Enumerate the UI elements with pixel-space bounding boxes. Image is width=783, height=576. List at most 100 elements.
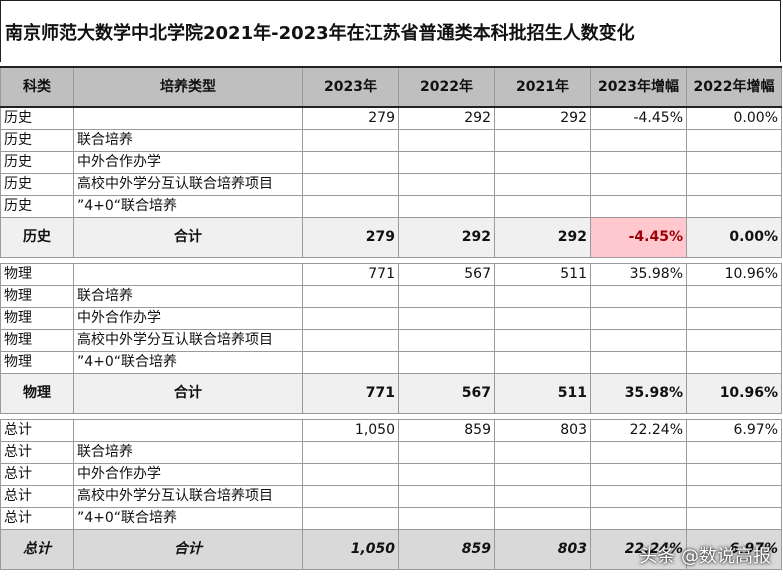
cell-y2022 — [398, 285, 495, 308]
cell-growth-2023 — [590, 329, 687, 352]
summary-row: 历史 合计 279 292 292 -4.45% 0.00% — [0, 217, 782, 258]
header-cell-2021: 2021年 — [494, 66, 591, 108]
cell-y2021 — [494, 285, 591, 308]
cell-y2021 — [494, 195, 591, 218]
cell-growth-2023 — [590, 129, 687, 152]
table-row: 总计 联合培养 — [0, 441, 782, 464]
cell-growth-2023 — [590, 507, 687, 530]
table-row: 历史 联合培养 — [0, 129, 782, 152]
summary-cell-y2023: 279 — [302, 217, 399, 258]
cell-y2022 — [398, 151, 495, 174]
cell-type — [73, 419, 303, 442]
cell-growth-2023 — [590, 195, 687, 218]
cell-y2022: 292 — [398, 106, 495, 130]
cell-growth-2022 — [686, 129, 782, 152]
cell-growth-2022 — [686, 307, 782, 330]
table-row: 总计 1,050 859 803 22.24% 6.97% — [0, 419, 782, 442]
cell-y2022 — [398, 351, 495, 374]
table-row: 总计 中外合作办学 — [0, 463, 782, 486]
cell-y2022: 567 — [398, 263, 495, 286]
cell-type: 高校中外学分互认联合培养项目 — [73, 329, 303, 352]
cell-growth-2022 — [686, 351, 782, 374]
cell-y2021 — [494, 307, 591, 330]
cell-subject: 总计 — [0, 485, 74, 508]
cell-y2023 — [302, 129, 399, 152]
cell-y2021 — [494, 329, 591, 352]
cell-type: 联合培养 — [73, 129, 303, 152]
cell-growth-2022: 10.96% — [686, 263, 782, 286]
table-row: 物理 中外合作办学 — [0, 307, 782, 330]
summary-cell-growth-2023: -4.45% — [590, 217, 687, 258]
cell-subject: 物理 — [0, 263, 74, 286]
cell-growth-2022 — [686, 441, 782, 464]
cell-y2022 — [398, 195, 495, 218]
table-row: 历史 中外合作办学 — [0, 151, 782, 174]
header-cell-type: 培养类型 — [73, 66, 303, 108]
cell-y2021 — [494, 507, 591, 530]
cell-y2021: 803 — [494, 419, 591, 442]
cell-type: 高校中外学分互认联合培养项目 — [73, 173, 303, 196]
cell-growth-2023 — [590, 351, 687, 374]
cell-subject: 历史 — [0, 129, 74, 152]
header-cell-subject: 科类 — [0, 66, 74, 108]
table-row: 物理 高校中外学分互认联合培养项目 — [0, 329, 782, 352]
table-row: 历史 279 292 292 -4.45% 0.00% — [0, 106, 782, 130]
cell-y2023 — [302, 195, 399, 218]
summary-cell-subject: 总计 — [0, 529, 74, 570]
cell-type: 高校中外学分互认联合培养项目 — [73, 485, 303, 508]
cell-type: 中外合作办学 — [73, 151, 303, 174]
cell-subject: 总计 — [0, 463, 74, 486]
cell-growth-2022 — [686, 507, 782, 530]
cell-subject: 总计 — [0, 441, 74, 464]
summary-cell-growth-2022: 6.97% — [686, 529, 782, 570]
cell-growth-2023 — [590, 441, 687, 464]
page-title: 南京师范大数学中北学院2021年-2023年在江苏省普通类本科批招生人数变化 — [5, 22, 635, 44]
cell-y2022 — [398, 463, 495, 486]
cell-y2022 — [398, 129, 495, 152]
cell-y2023 — [302, 173, 399, 196]
cell-y2023 — [302, 151, 399, 174]
enrollment-table: 科类 培养类型 2023年 2022年 2021年 2023年增幅 2022年增… — [0, 66, 782, 570]
summary-cell-y2021: 292 — [494, 217, 591, 258]
cell-growth-2022: 6.97% — [686, 419, 782, 442]
cell-type: ”4+0“联合培养 — [73, 351, 303, 374]
summary-cell-type: 合计 — [73, 529, 303, 570]
table-row: 物理 771 567 511 35.98% 10.96% — [0, 263, 782, 286]
title-bar: 南京师范大数学中北学院2021年-2023年在江苏省普通类本科批招生人数变化 — [0, 0, 781, 62]
header-cell-2022: 2022年 — [398, 66, 495, 108]
cell-subject: 物理 — [0, 285, 74, 308]
cell-type: 联合培养 — [73, 441, 303, 464]
cell-y2022 — [398, 507, 495, 530]
summary-cell-y2022: 292 — [398, 217, 495, 258]
table-body: 历史 279 292 292 -4.45% 0.00% 历史 联合培养 历史 中外合作办学 历史 高校… — [0, 106, 782, 570]
cell-y2023 — [302, 485, 399, 508]
summary-row: 总计 合计 1,050 859 803 22.24% 6.97% — [0, 529, 782, 570]
summary-cell-growth-2022: 0.00% — [686, 217, 782, 258]
table-row: 物理 联合培养 — [0, 285, 782, 308]
cell-subject: 物理 — [0, 351, 74, 374]
summary-cell-y2021: 511 — [494, 373, 591, 414]
cell-subject: 总计 — [0, 507, 74, 530]
cell-growth-2022 — [686, 329, 782, 352]
header-cell-growth-2023: 2023年增幅 — [590, 66, 687, 108]
cell-y2021 — [494, 463, 591, 486]
cell-y2022 — [398, 485, 495, 508]
table-row: 总计 高校中外学分互认联合培养项目 — [0, 485, 782, 508]
cell-subject: 历史 — [0, 173, 74, 196]
header-cell-2023: 2023年 — [302, 66, 399, 108]
cell-subject: 历史 — [0, 151, 74, 174]
watermark: 头条 @数说高报 — [639, 546, 771, 567]
summary-cell-growth-2023: 35.98% — [590, 373, 687, 414]
cell-type: 联合培养 — [73, 285, 303, 308]
cell-type — [73, 106, 303, 130]
cell-subject: 历史 — [0, 106, 74, 130]
summary-cell-type: 合计 — [73, 217, 303, 258]
table-row: 物理 ”4+0“联合培养 — [0, 351, 782, 374]
summary-cell-y2023: 1,050 — [302, 529, 399, 570]
cell-growth-2023 — [590, 151, 687, 174]
cell-y2023 — [302, 463, 399, 486]
cell-y2023 — [302, 329, 399, 352]
summary-row: 物理 合计 771 567 511 35.98% 10.96% — [0, 373, 782, 414]
summary-cell-y2023: 771 — [302, 373, 399, 414]
cell-y2021: 511 — [494, 263, 591, 286]
